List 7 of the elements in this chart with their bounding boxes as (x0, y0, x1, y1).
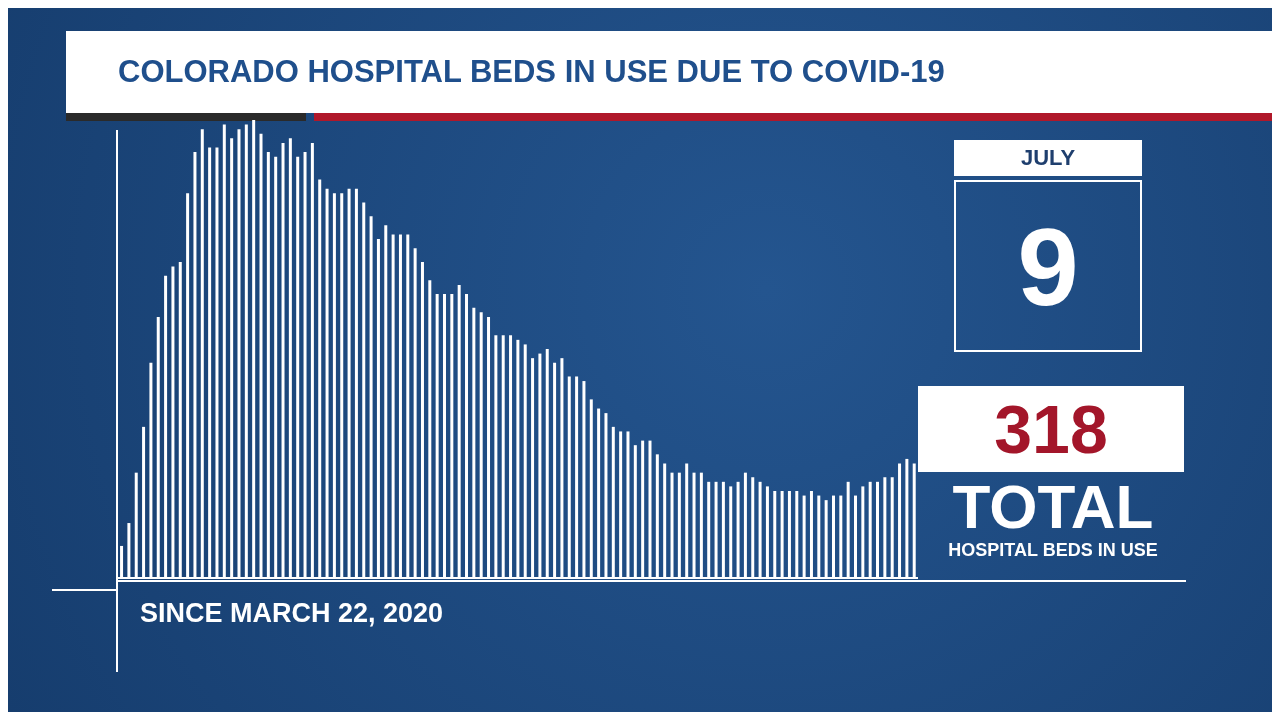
x-axis-title: SINCE MARCH 22, 2020 (140, 598, 444, 629)
text: HOSPITAL BEDS IN USE (947, 540, 1159, 561)
text: 318 (918, 386, 1184, 472)
text: 9 (954, 180, 1142, 352)
text: TOTAL (951, 472, 1155, 542)
chart-title: COLORADO HOSPITAL BEDS IN USE DUE TO COVID-19 (118, 54, 945, 90)
text: JULY (954, 140, 1142, 176)
